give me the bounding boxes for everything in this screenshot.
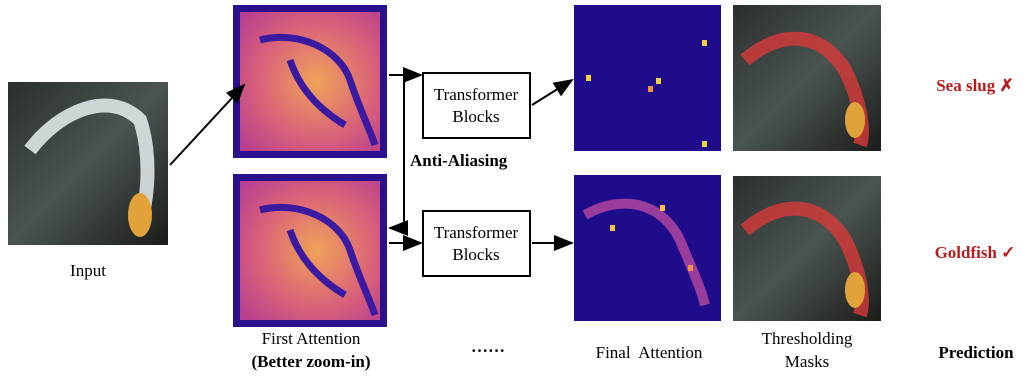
transformer-box (423, 211, 530, 276)
caption: First Attention (262, 329, 361, 348)
first-attention-map (233, 174, 387, 327)
block-label: Blocks (452, 107, 499, 126)
block-label: Blocks (452, 245, 499, 264)
block-label: Transformer (434, 223, 519, 242)
caption: Masks (785, 352, 829, 371)
caption: Final Attention (596, 343, 703, 362)
input-label: Input (70, 261, 106, 280)
first-attention-map (233, 5, 387, 158)
input-image (8, 82, 168, 245)
transformer-box (423, 73, 530, 138)
anti-aliasing-label: Anti-Aliasing (410, 151, 508, 170)
caption: Thresholding (762, 329, 853, 348)
ellipsis: …… (471, 337, 505, 356)
prediction: Goldfish ✓ (935, 243, 1016, 262)
diagram: Input Transformer Blocks Transformer Blo… (0, 0, 1031, 378)
final-attention-map (574, 5, 721, 151)
threshold-mask (733, 176, 881, 321)
block-label: Transformer (434, 85, 519, 104)
threshold-mask (733, 5, 881, 151)
caption: (Better zoom-in) (251, 352, 370, 371)
prediction: Sea slug ✗ (936, 76, 1014, 95)
caption: Prediction (938, 343, 1014, 362)
final-attention-map (574, 175, 721, 321)
